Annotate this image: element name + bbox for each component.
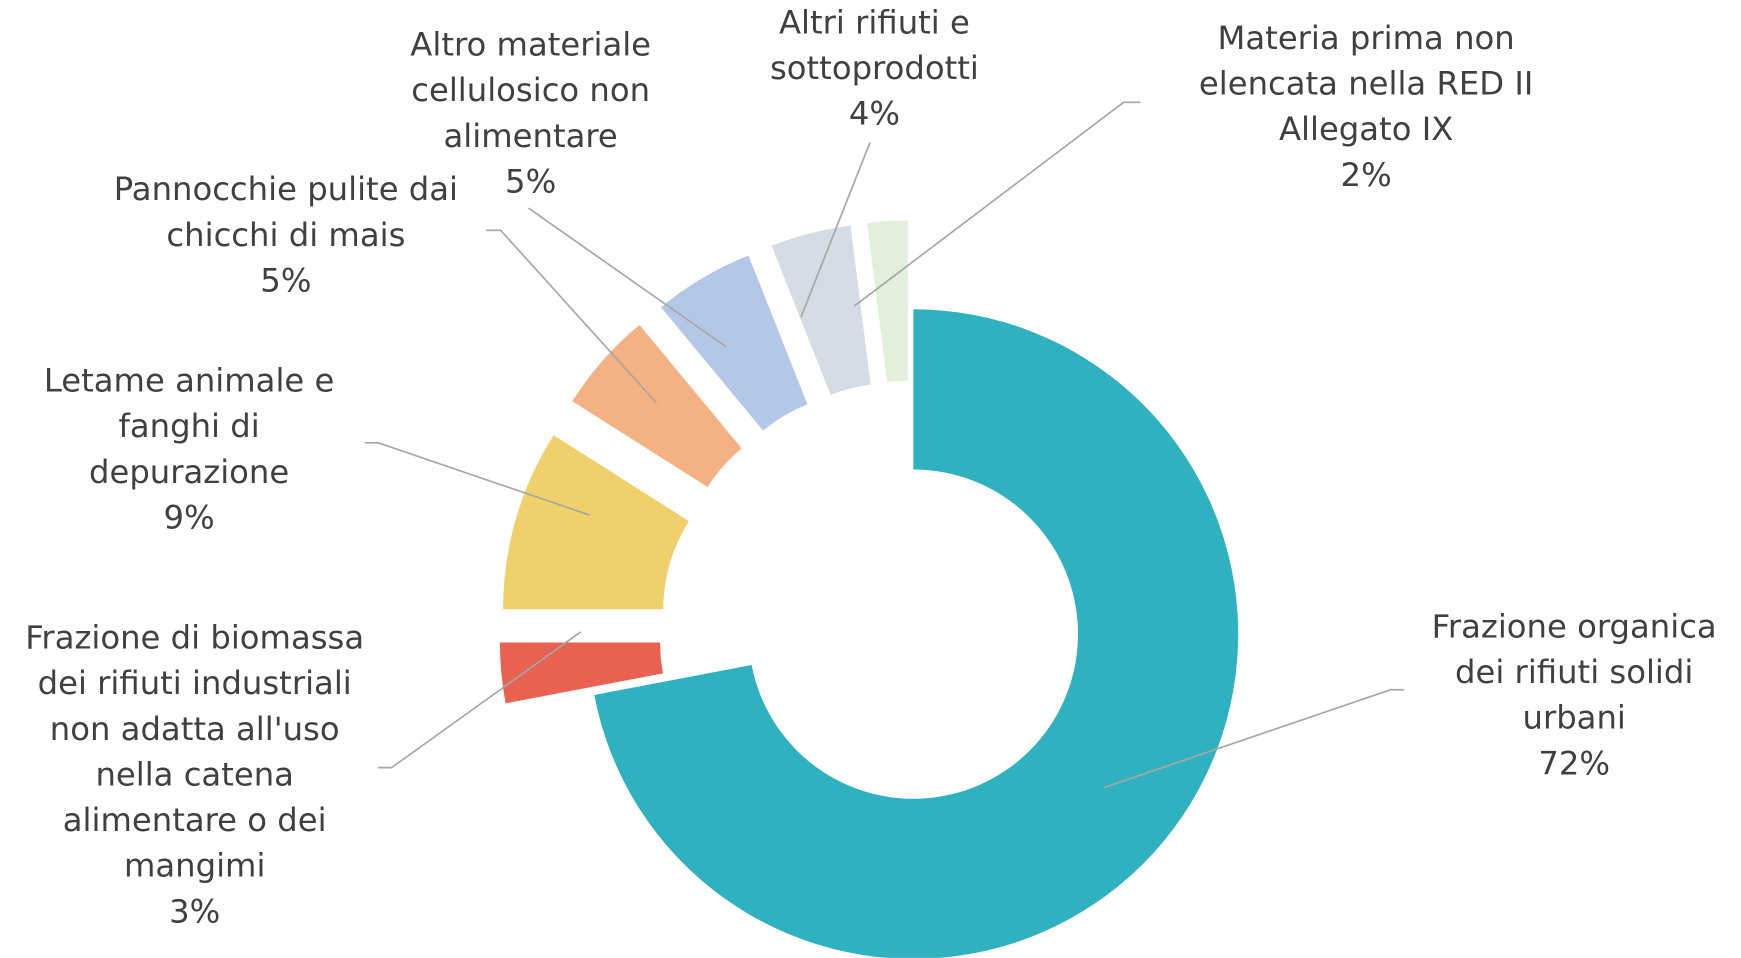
value-label: 9% bbox=[163, 498, 215, 537]
slice-label: Pannocchie pulite dai chicchi di mais 5% bbox=[108, 167, 464, 304]
category-name: Frazione organica dei rifiuti solidi urb… bbox=[1431, 607, 1717, 737]
slice-label: Materia prima non elencata nella RED II … bbox=[1166, 16, 1567, 198]
leader-line bbox=[527, 207, 727, 348]
category-name: Pannocchie pulite dai chicchi di mais bbox=[113, 170, 459, 254]
leader-line bbox=[486, 229, 657, 404]
leader-line bbox=[800, 142, 871, 318]
value-label: 5% bbox=[260, 261, 312, 300]
donut-slice bbox=[660, 255, 808, 431]
leader-line bbox=[364, 441, 590, 516]
donut-slice bbox=[594, 309, 1239, 958]
leader-line bbox=[378, 631, 582, 769]
slice-label: Letame animale e fanghi di depurazione 9% bbox=[22, 358, 356, 540]
category-name: Letame animale e fanghi di depurazione bbox=[43, 361, 335, 491]
value-label: 4% bbox=[848, 94, 901, 133]
value-label: 3% bbox=[169, 892, 221, 931]
value-label: 72% bbox=[1538, 744, 1611, 783]
slice-label: Altro materiale cellulosico non alimenta… bbox=[385, 22, 676, 204]
category-name: Altri rifiuti e sottoprodotti bbox=[769, 3, 979, 87]
donut-slice bbox=[499, 642, 664, 704]
donut-slice bbox=[867, 220, 908, 382]
slice-label: Frazione organica dei rifiuti solidi urb… bbox=[1407, 604, 1741, 786]
value-label: 5% bbox=[505, 162, 557, 201]
value-label: 2% bbox=[1340, 155, 1392, 194]
slice-label: Frazione di biomassa dei rifiuti industr… bbox=[17, 615, 373, 934]
category-name: Altro materiale cellulosico non alimenta… bbox=[410, 25, 652, 155]
leader-line bbox=[853, 101, 1141, 307]
leader-line bbox=[1103, 688, 1404, 789]
slice-label: Altri rifiuti e sottoprodotti 4% bbox=[746, 0, 1002, 137]
donut-slice bbox=[771, 225, 871, 395]
category-name: Materia prima non elencata nella RED II … bbox=[1198, 18, 1534, 148]
donut-slice bbox=[572, 324, 742, 488]
category-name: Frazione di biomassa dei rifiuti industr… bbox=[25, 618, 365, 885]
donut-slice bbox=[503, 435, 689, 610]
